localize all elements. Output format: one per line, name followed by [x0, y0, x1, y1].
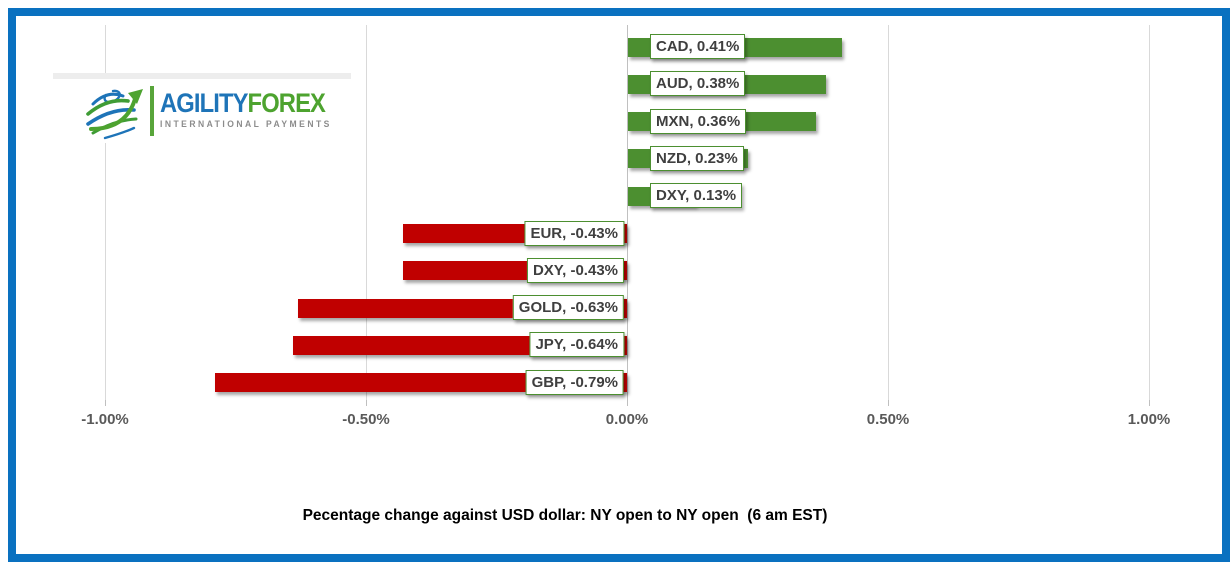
bar-label-cad: CAD, 0.41% — [650, 34, 746, 59]
gridline — [105, 25, 106, 400]
bar-label-mxn: MXN, 0.36% — [650, 109, 747, 134]
bar-label-gbp: GBP, -0.79% — [525, 370, 624, 395]
bar-label-nzd: NZD, 0.23% — [650, 146, 744, 171]
brand-tagline: INTERNATIONAL PAYMENTS — [160, 119, 332, 129]
bar-gbp — [215, 373, 627, 392]
axis-tick — [888, 400, 889, 406]
logo-divider-band — [53, 73, 351, 79]
axis-tick-label: 0.00% — [605, 411, 649, 428]
axis-zero-line — [627, 25, 628, 400]
chart-title: Pecentage change against USD dollar: NY … — [302, 507, 828, 524]
axis-tick — [627, 400, 628, 406]
logo-separator — [150, 86, 154, 136]
axis-tick-label: 0.50% — [866, 411, 910, 428]
gridline — [888, 25, 889, 400]
axis-tick — [366, 400, 367, 406]
brand-name: AGILITYFOREX — [160, 88, 326, 118]
axis-tick-label: -0.50% — [342, 411, 390, 428]
logo-text: AGILITYFOREX INTERNATIONAL PAYMENTS — [160, 84, 348, 130]
gridline — [1149, 25, 1150, 400]
brand-logo: AGILITYFOREX INTERNATIONAL PAYMENTS — [53, 73, 351, 143]
gridline — [366, 25, 367, 400]
bar-label-dxy: DXY, 0.13% — [650, 183, 743, 208]
brand-name-primary: AGILITY — [160, 88, 248, 118]
bar-label-aud: AUD, 0.38% — [650, 71, 746, 96]
bar-label-dxy: DXY, -0.43% — [526, 258, 624, 283]
axis-tick-label: -1.00% — [81, 411, 129, 428]
globe-arrow-icon — [86, 89, 143, 140]
logo-row: AGILITYFOREX INTERNATIONAL PAYMENTS — [81, 84, 348, 140]
axis-tick — [105, 400, 106, 406]
axis-tick-label: 1.00% — [1127, 411, 1171, 428]
brand-name-secondary: FOREX — [247, 88, 326, 118]
bar-label-eur: EUR, -0.43% — [524, 221, 624, 246]
axis-tick — [1149, 400, 1150, 406]
bar-label-gold: GOLD, -0.63% — [512, 295, 624, 320]
bar-label-jpy: JPY, -0.64% — [529, 332, 624, 357]
